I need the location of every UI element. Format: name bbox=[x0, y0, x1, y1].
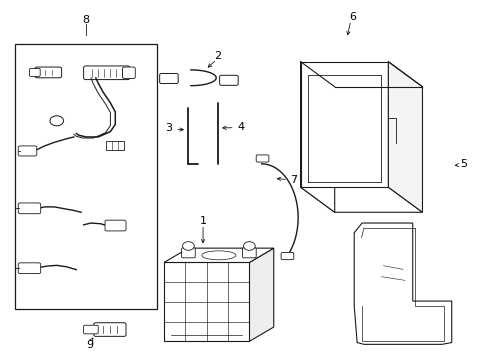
Polygon shape bbox=[163, 262, 249, 341]
FancyBboxPatch shape bbox=[94, 323, 126, 336]
Circle shape bbox=[182, 242, 194, 250]
FancyBboxPatch shape bbox=[18, 263, 41, 274]
Polygon shape bbox=[300, 187, 422, 212]
FancyBboxPatch shape bbox=[242, 248, 256, 258]
FancyBboxPatch shape bbox=[256, 155, 268, 162]
FancyBboxPatch shape bbox=[105, 140, 124, 149]
Text: 1: 1 bbox=[199, 216, 206, 226]
Polygon shape bbox=[387, 62, 422, 212]
Text: 9: 9 bbox=[86, 340, 93, 350]
FancyBboxPatch shape bbox=[83, 325, 98, 334]
FancyBboxPatch shape bbox=[159, 73, 178, 84]
Polygon shape bbox=[163, 248, 273, 262]
Polygon shape bbox=[353, 223, 451, 345]
Polygon shape bbox=[300, 62, 387, 187]
Polygon shape bbox=[300, 62, 334, 212]
FancyBboxPatch shape bbox=[18, 203, 41, 214]
FancyBboxPatch shape bbox=[29, 68, 40, 76]
Text: 5: 5 bbox=[460, 159, 467, 169]
Text: 8: 8 bbox=[82, 15, 89, 26]
FancyBboxPatch shape bbox=[181, 248, 195, 258]
Text: 7: 7 bbox=[289, 175, 296, 185]
Text: 3: 3 bbox=[165, 123, 172, 133]
Polygon shape bbox=[249, 248, 273, 341]
Ellipse shape bbox=[202, 251, 236, 260]
FancyBboxPatch shape bbox=[219, 75, 238, 85]
FancyBboxPatch shape bbox=[122, 67, 135, 78]
FancyBboxPatch shape bbox=[18, 146, 37, 156]
Text: 2: 2 bbox=[214, 51, 221, 61]
FancyBboxPatch shape bbox=[35, 67, 61, 78]
Text: 6: 6 bbox=[348, 12, 356, 22]
FancyBboxPatch shape bbox=[105, 220, 126, 231]
FancyBboxPatch shape bbox=[83, 66, 130, 80]
Bar bbox=[15, 44, 157, 309]
Circle shape bbox=[243, 242, 255, 250]
Circle shape bbox=[50, 116, 63, 126]
FancyBboxPatch shape bbox=[281, 252, 293, 260]
Text: 4: 4 bbox=[237, 122, 244, 132]
